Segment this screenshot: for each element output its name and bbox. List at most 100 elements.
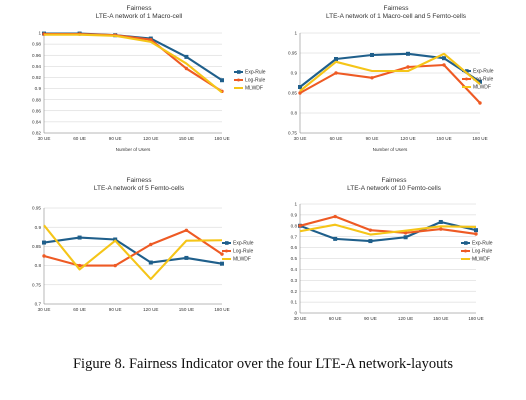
data-point (77, 263, 82, 268)
legend-label: Log-Rule (245, 78, 266, 84)
x-tick-label: 120 UE (398, 316, 413, 321)
y-tick-label: 0.2 (291, 289, 298, 294)
data-point (184, 255, 189, 260)
chart-subtitle: LTE-A network of 1 Macro-cell (96, 13, 183, 20)
y-tick-label: 1 (294, 31, 297, 36)
chart-subtitle: LTE-A network of 1 Macro-cell and 5 Femt… (326, 13, 467, 20)
x-tick-label: 180 UE (214, 136, 229, 141)
y-tick-label: 0.5 (291, 256, 298, 261)
series-line-mlwdf (43, 224, 223, 281)
y-tick-label: 0.92 (32, 75, 41, 80)
series-line-mlwdf (299, 223, 477, 236)
chart-panel-2: Fairness LTE-A network of 1 Macro-cell an… (266, 2, 524, 172)
x-tick-label: 60 UE (329, 316, 342, 321)
legend-marker (237, 70, 241, 74)
y-tick-label: 1 (38, 31, 41, 36)
data-point (368, 228, 373, 232)
data-point (406, 65, 410, 69)
x-axis-label: Number of Users (116, 147, 151, 152)
legend-label: Log-Rule (473, 77, 494, 83)
data-point (113, 237, 118, 242)
y-tick-label: 0.85 (32, 244, 41, 249)
x-tick-label: 60 UE (330, 136, 343, 141)
y-tick-label: 0.6 (291, 245, 298, 250)
legend-label: Exp-Rule (473, 69, 494, 75)
legend-marker (465, 77, 468, 81)
series-line-exp-rule (299, 52, 481, 88)
chart-title: Fairness (384, 5, 410, 12)
legend-label: Log-Rule (472, 249, 493, 255)
data-point (149, 242, 153, 247)
chart-panel-3: Fairness LTE-A network of 5 Femto-cells 0.… (8, 174, 266, 344)
x-tick-label: 90 UE (109, 136, 122, 141)
x-tick-label: 60 UE (73, 307, 86, 312)
legend-label: Exp-Rule (472, 241, 493, 247)
data-point (77, 235, 82, 240)
y-tick-label: 0.8 (35, 263, 42, 268)
series-line-mlwdf (44, 33, 223, 94)
y-tick-label: 0.9 (291, 213, 298, 218)
legend-label: Log-Rule (233, 249, 254, 255)
data-point (220, 252, 224, 256)
y-tick-label: 0.9 (291, 71, 298, 76)
y-tick-label: 0.98 (32, 42, 41, 47)
data-point (184, 228, 189, 232)
series-line-mlwdf (299, 52, 481, 92)
data-point (298, 85, 302, 89)
y-tick-label: 0.9 (35, 225, 42, 230)
data-point (220, 261, 224, 266)
data-point (442, 56, 446, 61)
x-tick-label: 60 UE (73, 136, 86, 141)
chart-title: Fairness (382, 177, 408, 184)
y-tick-label: 0.75 (32, 282, 41, 287)
series-line-exp-rule (299, 220, 477, 243)
legend-label: MLWDF (472, 257, 490, 263)
legend-label: MLWDF (233, 257, 251, 263)
x-tick-label: 90 UE (364, 316, 377, 321)
data-point (442, 63, 446, 67)
data-point (334, 71, 338, 75)
data-point (370, 76, 374, 80)
series-line-log-rule (299, 215, 477, 236)
y-tick-label: 0.84 (32, 119, 41, 124)
x-tick-label: 180 UE (468, 316, 483, 321)
legend-label: Exp-Rule (233, 241, 254, 247)
legend-label: Exp-Rule (245, 70, 266, 76)
legend-marker (464, 241, 468, 245)
y-tick-label: 0.82 (32, 131, 41, 136)
legend-marker (464, 249, 467, 253)
data-point (42, 254, 46, 258)
series-line-log-rule (299, 63, 481, 104)
x-tick-label: 150 UE (433, 316, 448, 321)
x-tick-label: 90 UE (366, 136, 379, 141)
data-point (333, 214, 337, 219)
data-point (406, 51, 410, 56)
data-point (149, 37, 153, 42)
chart-subtitle: LTE-A network of 10 Femto-cells (347, 185, 442, 192)
data-point (403, 231, 408, 235)
y-tick-label: 0.96 (32, 53, 41, 58)
x-tick-label: 90 UE (109, 307, 122, 312)
x-tick-label: 30 UE (294, 316, 307, 321)
y-tick-label: 0.4 (291, 267, 298, 272)
series-line-exp-rule (43, 236, 223, 265)
y-tick-label: 0.75 (288, 131, 297, 136)
data-point (334, 57, 338, 61)
legend-marker (237, 78, 240, 82)
y-tick-label: 0.8 (291, 223, 298, 228)
y-tick-label: 0.3 (291, 278, 298, 283)
x-axis-label: Number of Users (373, 147, 408, 152)
x-tick-label: 150 UE (179, 136, 194, 141)
legend-marker (225, 241, 229, 245)
chart-subtitle: LTE-A network of 5 Femto-cells (94, 185, 185, 192)
data-point (474, 228, 478, 233)
y-tick-label: 1 (294, 202, 297, 207)
y-tick-label: 0.95 (288, 51, 297, 56)
chart-panel-4: Fairness LTE-A network of 10 Femto-cells 0… (266, 174, 524, 344)
y-tick-label: 0.85 (288, 91, 297, 96)
y-tick-label: 0.9 (35, 86, 42, 91)
y-tick-label: 0.1 (291, 300, 298, 305)
